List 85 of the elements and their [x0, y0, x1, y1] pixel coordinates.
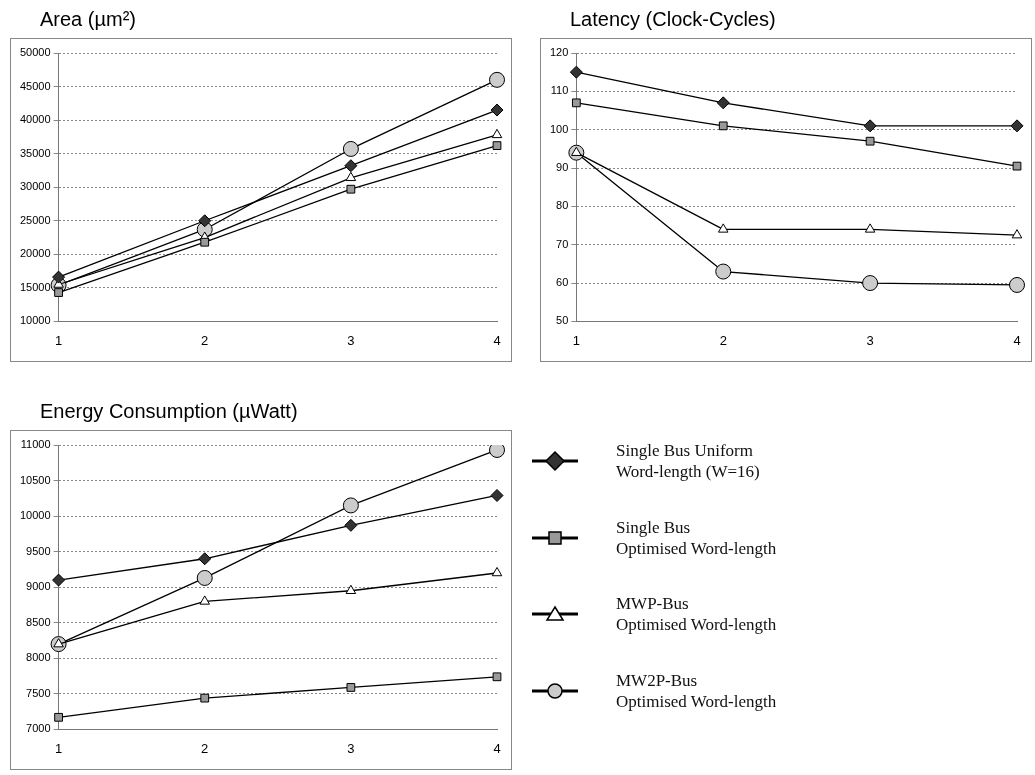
x-tick-label: 2	[201, 332, 209, 348]
x-tick-label: 1	[54, 740, 63, 756]
point	[1012, 161, 1022, 171]
point	[52, 573, 66, 587]
point	[199, 595, 210, 605]
y-tick-label: 9500	[26, 544, 51, 557]
x-tick-label: 4	[493, 740, 501, 756]
point	[200, 693, 210, 703]
y-tick-label: 9000	[26, 580, 51, 593]
point	[196, 569, 213, 586]
point	[492, 672, 502, 682]
chart-title: Energy Consumption (µWatt)	[40, 400, 298, 423]
point	[864, 223, 876, 233]
point	[865, 136, 875, 146]
y-tick-label: 7000	[26, 722, 51, 735]
y-tick-label: 7500	[26, 686, 51, 699]
chart-title: Area (µm²)	[40, 8, 136, 31]
point	[344, 159, 358, 173]
y-tick-label: 10500	[19, 473, 51, 486]
x-tick-label: 2	[719, 332, 727, 348]
point	[52, 270, 66, 284]
point	[491, 128, 503, 139]
y-tick-label: 15000	[19, 280, 51, 293]
point	[863, 119, 877, 133]
point	[345, 171, 357, 182]
point	[569, 65, 583, 79]
point	[492, 141, 502, 150]
y-tick-label: 60	[556, 276, 569, 289]
x-tick-label: 4	[1013, 332, 1021, 348]
point	[345, 584, 357, 595]
y-tick-label: 100	[549, 122, 569, 135]
point	[344, 518, 358, 532]
y-tick-label: 30000	[19, 180, 51, 193]
y-tick-label: 70	[556, 237, 569, 250]
point	[342, 140, 359, 157]
y-tick-label: 120	[549, 46, 569, 59]
x-tick-label: 4	[493, 332, 501, 348]
y-tick-label: 10000	[19, 509, 51, 522]
legend-label: MWP-Bus Optimised Word-length	[616, 593, 777, 636]
legend-label: Single Bus Optimised Word-length	[616, 516, 777, 559]
point	[346, 683, 356, 692]
point	[716, 96, 730, 110]
y-tick-label: 20000	[19, 247, 51, 260]
y-tick-label: 110	[550, 84, 569, 97]
point	[491, 566, 503, 577]
point	[489, 445, 505, 458]
point	[571, 98, 581, 108]
y-tick-label: 35000	[19, 146, 51, 159]
y-tick-label: 50000	[19, 46, 51, 59]
x-tick-label: 3	[866, 332, 874, 348]
y-tick-label: 50	[556, 314, 569, 327]
y-tick-label: 10000	[19, 314, 51, 327]
point	[200, 237, 210, 247]
point	[198, 214, 212, 228]
point	[717, 223, 729, 233]
y-tick-label: 80	[556, 199, 569, 212]
legend-label: Single Bus Uniform Word-length (W=16)	[616, 440, 760, 483]
y-tick-label: 8500	[26, 615, 51, 628]
point	[1010, 119, 1024, 133]
x-tick-label: 1	[54, 332, 63, 348]
point	[862, 275, 879, 292]
point	[346, 184, 356, 194]
point	[342, 497, 359, 514]
point	[490, 488, 504, 502]
y-tick-label: 45000	[19, 79, 51, 92]
x-tick-label: 2	[201, 740, 209, 756]
point	[54, 288, 63, 297]
point	[715, 263, 732, 280]
point	[718, 121, 728, 131]
x-tick-label: 3	[347, 740, 355, 756]
x-tick-label: 1	[572, 332, 580, 348]
y-tick-label: 25000	[19, 213, 51, 226]
x-tick-label: 3	[347, 332, 355, 348]
point	[1011, 229, 1023, 239]
legend-label: MW2P-Bus Optimised Word-length	[616, 669, 777, 712]
point	[1009, 276, 1025, 293]
y-tick-label: 8000	[26, 651, 51, 664]
y-tick-label: 90	[556, 161, 569, 174]
chart-title: Latency (Clock-Cycles)	[570, 8, 776, 31]
point	[54, 712, 63, 722]
y-tick-label: 11000	[20, 438, 51, 451]
point	[198, 552, 212, 566]
y-tick-label: 40000	[19, 113, 51, 126]
point	[490, 103, 504, 117]
point	[489, 71, 505, 88]
